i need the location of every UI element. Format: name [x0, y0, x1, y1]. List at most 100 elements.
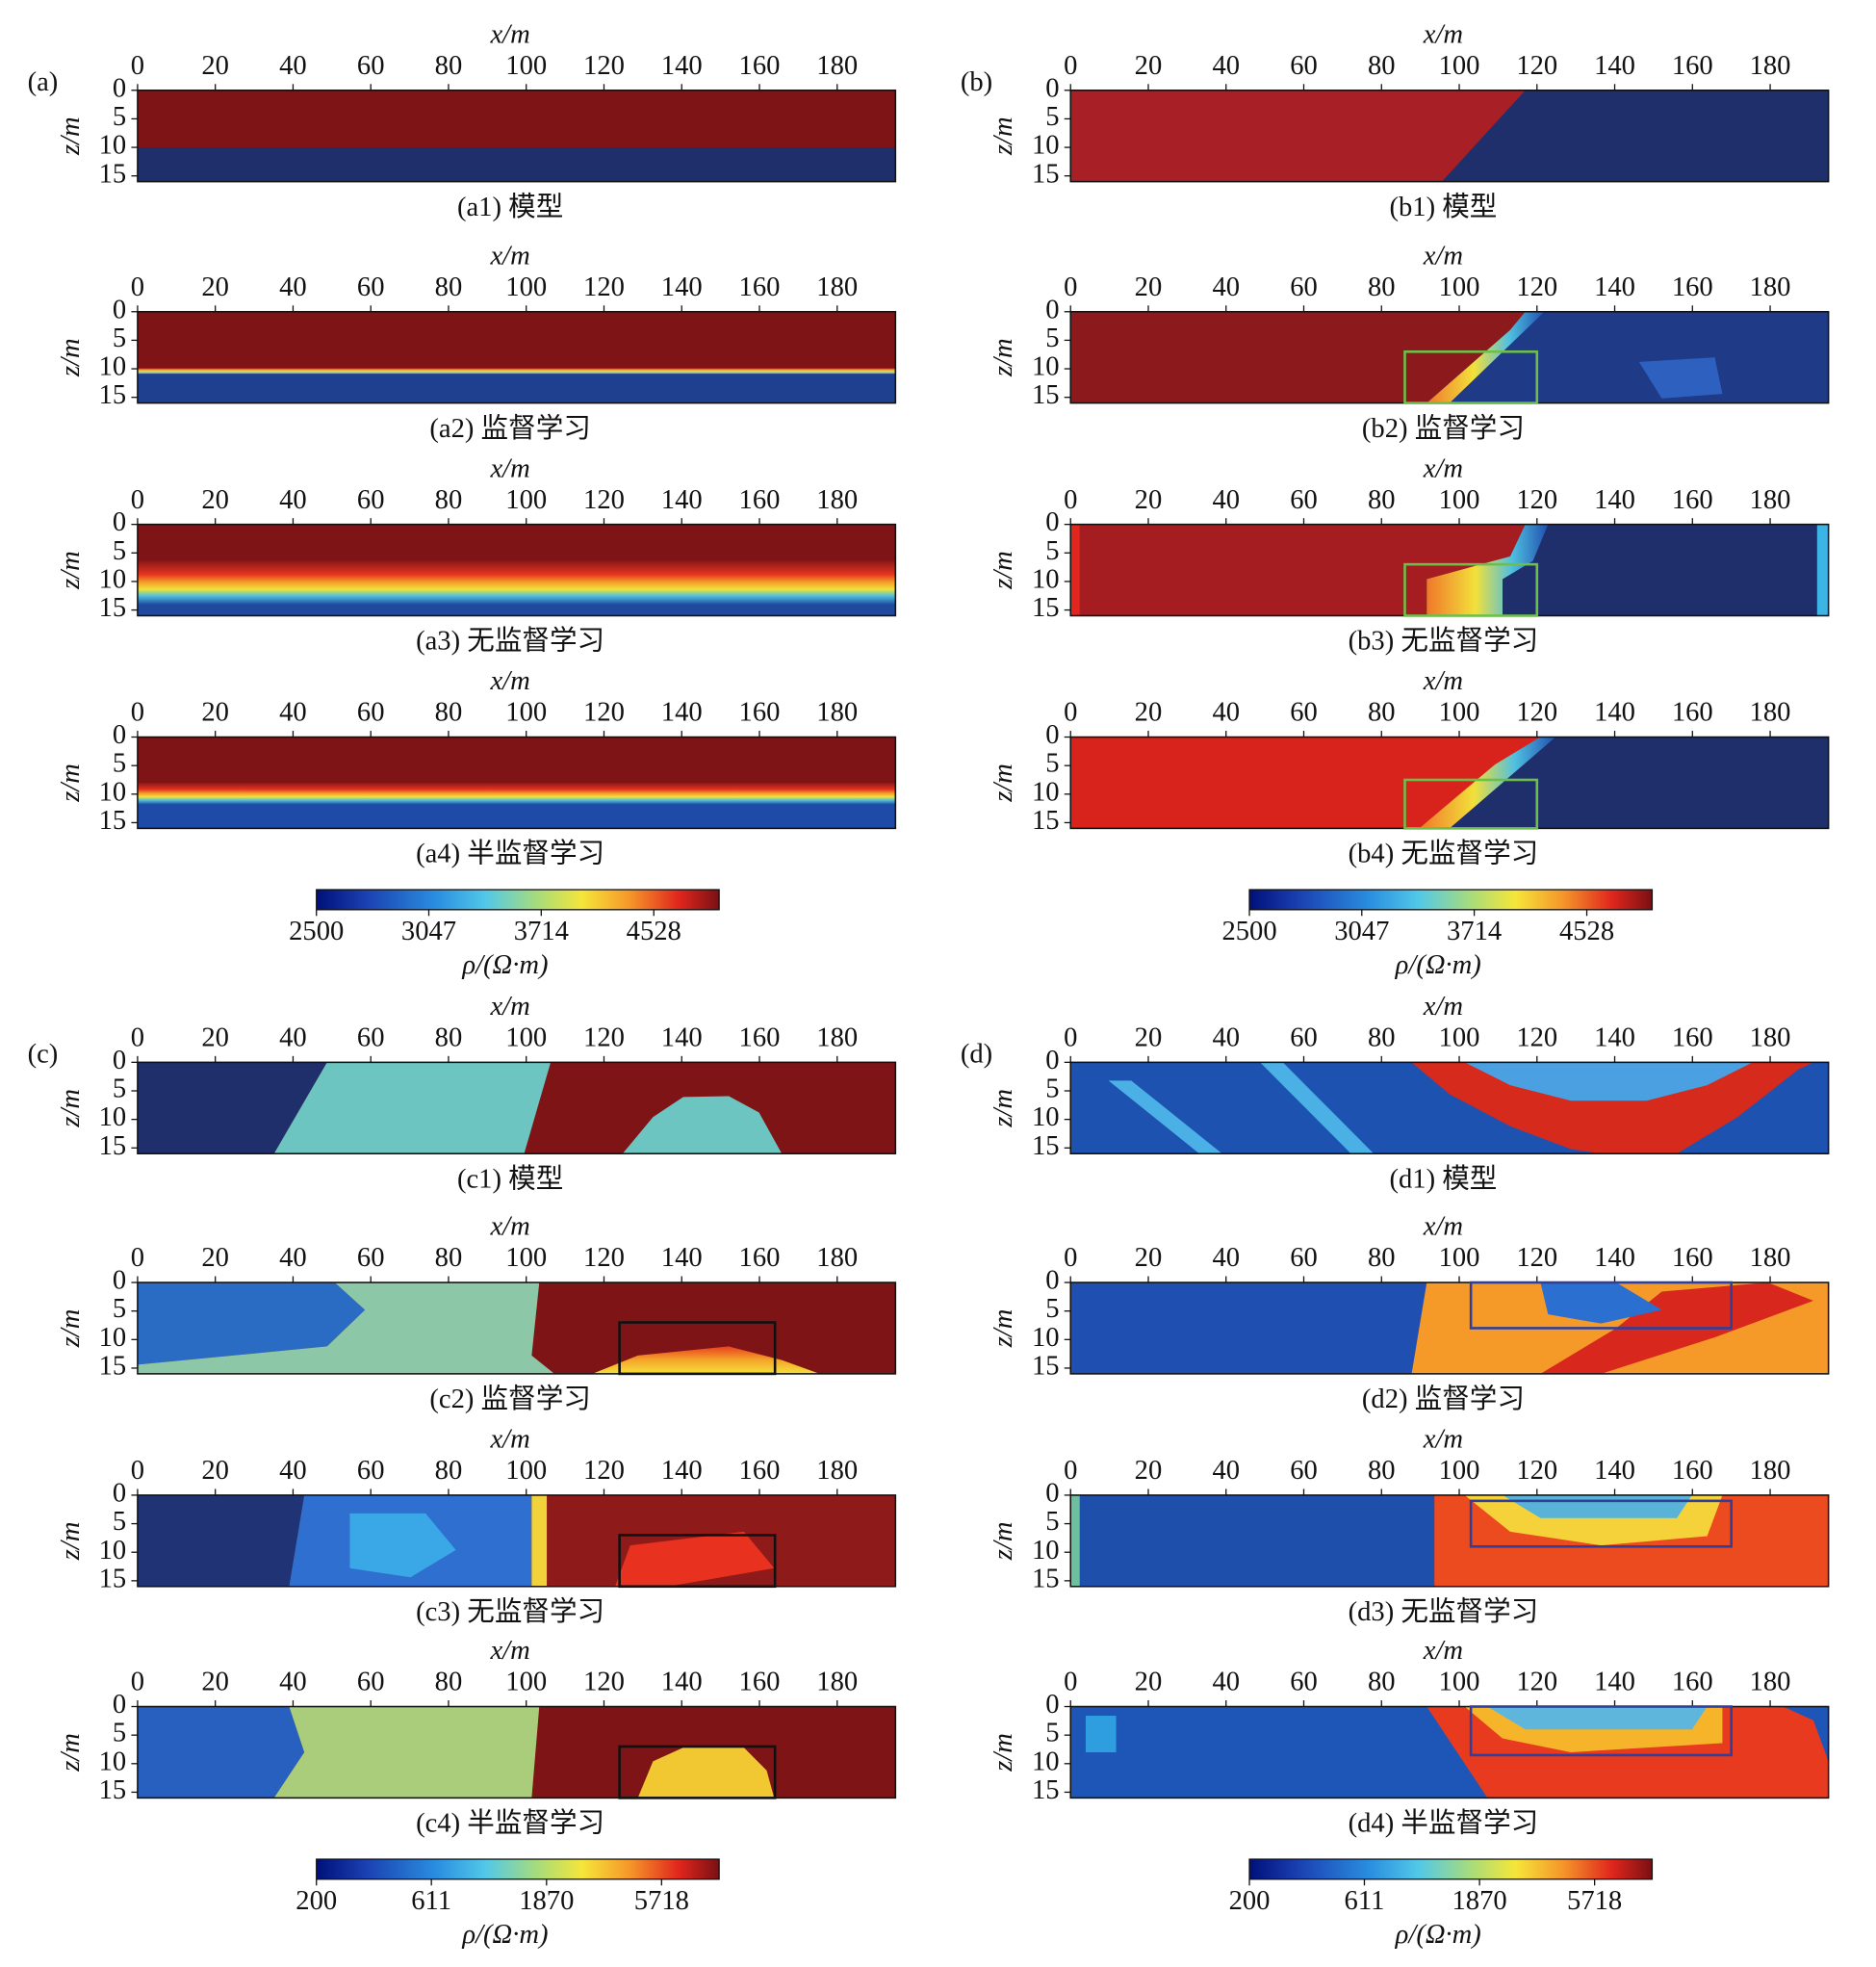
heatmap-region: [1070, 524, 1080, 616]
highlight-box: [1403, 562, 1539, 617]
x-axis-label: x/m: [489, 453, 529, 483]
y-tick-label: 15: [99, 1352, 127, 1382]
x-tick-label: 100: [1439, 51, 1480, 81]
x-tick-label: 100: [505, 1023, 547, 1053]
x-tick-label: 0: [1064, 485, 1077, 515]
caption: (c2) 监督学习: [429, 1384, 590, 1414]
colorbar-tick-label: 3047: [1334, 917, 1389, 946]
x-tick-label: 60: [357, 485, 385, 515]
x-tick-label: 80: [1368, 485, 1396, 515]
x-tick-label: 100: [1439, 485, 1480, 515]
heatmap-region: [1108, 1080, 1222, 1154]
y-tick-label: 5: [1045, 1719, 1059, 1748]
x-tick-label: 100: [1439, 1243, 1480, 1273]
y-tick-label: 5: [1045, 749, 1059, 779]
x-tick-label: 40: [279, 485, 307, 515]
x-tick-label: 60: [1290, 51, 1318, 81]
x-tick-label: 140: [661, 1023, 703, 1053]
x-tick-label: 60: [357, 51, 385, 81]
x-tick-label: 20: [201, 51, 229, 81]
x-tick-label: 40: [279, 698, 307, 728]
x-tick-label: 100: [505, 272, 547, 302]
x-axis-label: x/m: [1423, 992, 1463, 1022]
colorbar-tick-label: 4528: [1559, 917, 1614, 946]
y-tick-label: 0: [1045, 507, 1059, 537]
x-tick-label: 20: [201, 1668, 229, 1697]
x-tick-label: 140: [1594, 1668, 1635, 1697]
y-axis-label: z/m: [989, 1309, 1018, 1349]
caption: (a1) 模型: [457, 192, 563, 222]
x-tick-label: 140: [661, 1243, 703, 1273]
x-tick-label: 160: [1672, 485, 1713, 515]
x-tick-label: 20: [201, 1243, 229, 1273]
x-tick-label: 0: [1064, 272, 1077, 302]
y-tick-label: 5: [1045, 102, 1059, 132]
x-tick-label: 20: [201, 272, 229, 302]
heatmap-region: [137, 804, 896, 829]
x-tick-label: 180: [816, 1023, 858, 1053]
panel-label: (c): [28, 1039, 59, 1069]
x-tick-label: 80: [1368, 1456, 1396, 1486]
caption: (b1) 模型: [1389, 192, 1497, 222]
x-tick-label: 100: [505, 698, 547, 728]
colorbar: [1248, 889, 1654, 911]
x-tick-label: 0: [131, 51, 144, 81]
highlight-box: [618, 1534, 777, 1589]
x-tick-label: 180: [816, 698, 858, 728]
x-tick-label: 180: [1750, 272, 1791, 302]
x-tick-label: 80: [1368, 1243, 1396, 1273]
caption: (b3) 无监督学习: [1349, 626, 1539, 657]
colorbar: [1248, 1858, 1654, 1880]
x-tick-label: 0: [1064, 1243, 1077, 1273]
x-tick-label: 120: [583, 1668, 625, 1697]
colorbar-tick-label: 611: [411, 1886, 451, 1916]
x-tick-label: 80: [1368, 51, 1396, 81]
x-tick-label: 60: [1290, 1456, 1318, 1486]
y-tick-label: 5: [113, 1507, 126, 1537]
x-tick-label: 100: [1439, 272, 1480, 302]
heatmap-region: [1070, 90, 1526, 182]
x-tick-label: 120: [583, 51, 625, 81]
heatmap-region: [1260, 1062, 1375, 1154]
x-tick-label: 160: [739, 1023, 781, 1053]
plot-frame: [137, 1281, 897, 1375]
x-axis-label: x/m: [1423, 1425, 1463, 1455]
x-axis-label: x/m: [489, 1636, 529, 1666]
x-tick-label: 120: [583, 1456, 625, 1486]
x-tick-label: 0: [1064, 698, 1077, 728]
y-tick-label: 5: [113, 536, 126, 566]
colorbar: [316, 889, 720, 911]
colorbar-tick-label: 2500: [1221, 917, 1276, 946]
x-axis-label: x/m: [1423, 453, 1463, 483]
x-tick-label: 0: [1064, 1668, 1077, 1697]
x-tick-label: 20: [1135, 272, 1163, 302]
plot-frame: [137, 736, 897, 830]
highlight-box: [1403, 349, 1539, 404]
y-tick-label: 15: [1032, 1775, 1060, 1805]
x-tick-label: 0: [131, 1668, 144, 1697]
highlight-box: [1469, 1281, 1733, 1330]
heatmap-region: [273, 1706, 540, 1799]
x-tick-label: 40: [1212, 1023, 1240, 1053]
y-tick-label: 5: [113, 324, 126, 353]
y-tick-label: 10: [99, 777, 127, 807]
y-tick-label: 15: [99, 1131, 127, 1161]
colorbar-tick-label: 5718: [634, 1886, 689, 1916]
y-tick-label: 10: [99, 1536, 127, 1566]
heatmap-region: [1070, 524, 1526, 616]
y-tick-label: 10: [1032, 352, 1060, 382]
heatmap-region: [1085, 1715, 1117, 1752]
x-tick-label: 180: [816, 1243, 858, 1273]
heatmap-region: [137, 368, 896, 375]
caption: (b4) 无监督学习: [1349, 839, 1539, 869]
x-tick-label: 140: [1594, 272, 1635, 302]
y-tick-label: 10: [99, 1102, 127, 1132]
x-tick-label: 180: [1750, 698, 1791, 728]
x-tick-label: 40: [279, 1023, 307, 1053]
heatmap-region: [137, 1282, 366, 1365]
x-tick-label: 80: [435, 1023, 463, 1053]
x-tick-label: 160: [1672, 698, 1713, 728]
colorbar-label: ρ/(Ω·m): [461, 1920, 548, 1950]
x-tick-label: 100: [1439, 698, 1480, 728]
